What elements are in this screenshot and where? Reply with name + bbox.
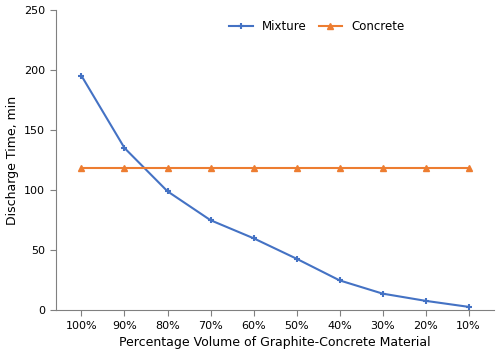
Y-axis label: Discharge Time, min: Discharge Time, min	[6, 95, 18, 225]
Mixture	[336, 278, 342, 283]
X-axis label: Percentage Volume of Graphite-Concrete Material: Percentage Volume of Graphite-Concrete M…	[119, 337, 431, 349]
Line: Concrete: Concrete	[78, 165, 472, 172]
Line: Mixture: Mixture	[78, 72, 472, 310]
Concrete	[380, 166, 386, 170]
Concrete	[466, 166, 471, 170]
Mixture	[208, 218, 214, 222]
Mixture	[78, 73, 84, 78]
Concrete	[336, 166, 342, 170]
Mixture	[250, 236, 256, 240]
Concrete	[122, 166, 128, 170]
Mixture	[380, 291, 386, 296]
Mixture	[164, 189, 170, 193]
Concrete	[78, 166, 84, 170]
Legend: Mixture, Concrete: Mixture, Concrete	[224, 16, 410, 38]
Mixture	[422, 299, 428, 303]
Concrete	[208, 166, 214, 170]
Mixture	[122, 146, 128, 150]
Concrete	[250, 166, 256, 170]
Mixture	[294, 257, 300, 261]
Concrete	[422, 166, 428, 170]
Concrete	[294, 166, 300, 170]
Concrete	[164, 166, 170, 170]
Mixture	[466, 305, 471, 309]
